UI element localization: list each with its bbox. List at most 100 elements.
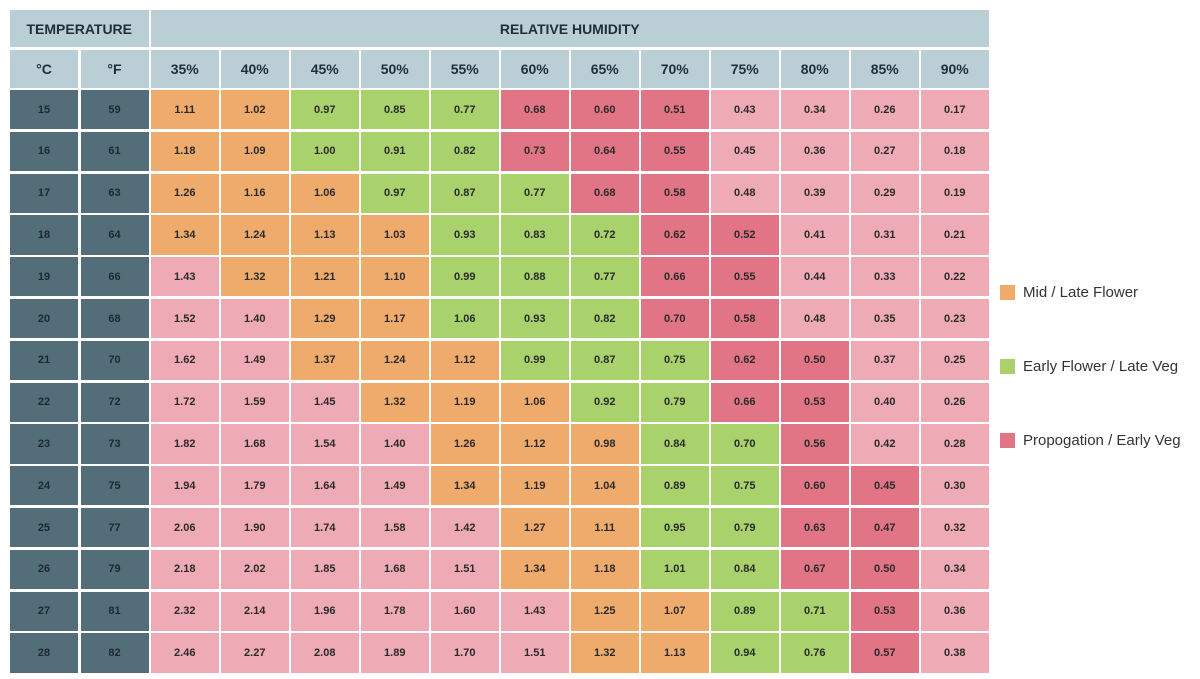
vpd-cell: 1.00 bbox=[291, 131, 359, 172]
celsius-cell: 21 bbox=[10, 340, 78, 381]
celsius-header: °C bbox=[10, 49, 78, 88]
vpd-cell: 1.32 bbox=[571, 633, 639, 673]
fahrenheit-cell: 68 bbox=[80, 298, 149, 339]
celsius-cell: 24 bbox=[10, 466, 78, 506]
vpd-cell: 1.64 bbox=[291, 466, 359, 506]
vpd-cell: 1.21 bbox=[291, 257, 359, 297]
vpd-cell: 0.38 bbox=[921, 633, 989, 673]
vpd-cell: 1.06 bbox=[501, 382, 569, 422]
vpd-cell: 1.29 bbox=[291, 298, 359, 339]
legend-item: Early Flower / Late Veg bbox=[1000, 356, 1181, 376]
humidity-column-header: 90% bbox=[921, 49, 989, 88]
celsius-cell: 22 bbox=[10, 382, 78, 422]
vpd-cell: 1.19 bbox=[431, 382, 499, 422]
vpd-cell: 0.94 bbox=[711, 633, 779, 673]
vpd-cell: 2.18 bbox=[151, 549, 219, 590]
vpd-cell: 0.32 bbox=[921, 507, 989, 548]
vpd-cell: 1.06 bbox=[431, 298, 499, 339]
vpd-cell: 1.13 bbox=[641, 633, 709, 673]
humidity-column-header: 35% bbox=[151, 49, 219, 88]
vpd-cell: 0.27 bbox=[851, 131, 919, 172]
vpd-cell: 1.34 bbox=[501, 549, 569, 590]
vpd-cell: 0.50 bbox=[851, 549, 919, 590]
fahrenheit-cell: 63 bbox=[80, 173, 149, 213]
vpd-cell: 0.99 bbox=[431, 257, 499, 297]
vpd-cell: 1.32 bbox=[221, 257, 289, 297]
vpd-cell: 0.42 bbox=[851, 424, 919, 464]
celsius-cell: 25 bbox=[10, 507, 78, 548]
celsius-cell: 23 bbox=[10, 424, 78, 464]
vpd-cell: 0.62 bbox=[711, 340, 779, 381]
vpd-cell: 1.10 bbox=[361, 257, 429, 297]
vpd-cell: 0.18 bbox=[921, 131, 989, 172]
legend-swatch bbox=[1000, 284, 1015, 300]
vpd-cell: 1.04 bbox=[571, 466, 639, 506]
humidity-column-header: 80% bbox=[781, 49, 849, 88]
humidity-column-header: 50% bbox=[361, 49, 429, 88]
vpd-cell: 0.58 bbox=[711, 298, 779, 339]
vpd-cell: 0.58 bbox=[641, 173, 709, 213]
legend-swatch bbox=[1000, 432, 1015, 448]
vpd-cell: 0.63 bbox=[781, 507, 849, 548]
vpd-cell: 0.29 bbox=[851, 173, 919, 213]
vpd-cell: 1.51 bbox=[501, 633, 569, 673]
vpd-cell: 1.12 bbox=[431, 340, 499, 381]
celsius-cell: 28 bbox=[10, 633, 78, 673]
vpd-cell: 0.19 bbox=[921, 173, 989, 213]
vpd-cell: 0.97 bbox=[361, 173, 429, 213]
vpd-cell: 0.47 bbox=[851, 507, 919, 548]
vpd-cell: 0.52 bbox=[711, 215, 779, 255]
legend-swatch bbox=[1000, 358, 1015, 374]
vpd-cell: 0.66 bbox=[711, 382, 779, 422]
vpd-cell: 0.34 bbox=[781, 90, 849, 130]
vpd-cell: 1.45 bbox=[291, 382, 359, 422]
vpd-cell: 0.44 bbox=[781, 257, 849, 297]
vpd-cell: 1.26 bbox=[431, 424, 499, 464]
vpd-cell: 0.50 bbox=[781, 340, 849, 381]
vpd-cell: 0.45 bbox=[851, 466, 919, 506]
vpd-cell: 0.83 bbox=[501, 215, 569, 255]
vpd-cell: 1.06 bbox=[291, 173, 359, 213]
vpd-cell: 0.98 bbox=[571, 424, 639, 464]
legend: Mid / Late Flower Early Flower / Late Veg… bbox=[1000, 282, 1181, 504]
vpd-cell: 1.59 bbox=[221, 382, 289, 422]
vpd-cell: 0.35 bbox=[851, 298, 919, 339]
celsius-cell: 16 bbox=[10, 131, 78, 172]
vpd-cell: 1.24 bbox=[221, 215, 289, 255]
vpd-cell: 1.49 bbox=[221, 340, 289, 381]
vpd-cell: 0.26 bbox=[851, 90, 919, 130]
fahrenheit-cell: 61 bbox=[80, 131, 149, 172]
vpd-cell: 1.18 bbox=[151, 131, 219, 172]
vpd-cell: 0.77 bbox=[501, 173, 569, 213]
vpd-cell: 0.39 bbox=[781, 173, 849, 213]
vpd-cell: 1.12 bbox=[501, 424, 569, 464]
vpd-cell: 0.84 bbox=[711, 549, 779, 590]
vpd-cell: 0.93 bbox=[501, 298, 569, 339]
humidity-column-header: 70% bbox=[641, 49, 709, 88]
vpd-cell: 0.89 bbox=[641, 466, 709, 506]
vpd-cell: 0.56 bbox=[781, 424, 849, 464]
vpd-cell: 0.70 bbox=[641, 298, 709, 339]
celsius-cell: 19 bbox=[10, 257, 78, 297]
vpd-cell: 0.25 bbox=[921, 340, 989, 381]
vpd-cell: 0.87 bbox=[431, 173, 499, 213]
fahrenheit-header: °F bbox=[80, 49, 149, 88]
vpd-cell: 0.72 bbox=[571, 215, 639, 255]
vpd-cell: 0.48 bbox=[781, 298, 849, 339]
legend-label: Early Flower / Late Veg bbox=[1023, 357, 1179, 375]
vpd-cell: 2.14 bbox=[221, 591, 289, 631]
vpd-cell: 0.76 bbox=[781, 633, 849, 673]
humidity-column-header: 60% bbox=[501, 49, 569, 88]
vpd-cell: 0.36 bbox=[921, 591, 989, 631]
fahrenheit-cell: 82 bbox=[80, 633, 149, 673]
vpd-cell: 0.68 bbox=[501, 90, 569, 130]
vpd-cell: 1.32 bbox=[361, 382, 429, 422]
vpd-cell: 0.99 bbox=[501, 340, 569, 381]
vpd-cell: 1.68 bbox=[361, 549, 429, 590]
vpd-cell: 0.60 bbox=[781, 466, 849, 506]
vpd-cell: 1.24 bbox=[361, 340, 429, 381]
fahrenheit-cell: 64 bbox=[80, 215, 149, 255]
vpd-cell: 1.85 bbox=[291, 549, 359, 590]
vpd-cell: 0.68 bbox=[571, 173, 639, 213]
vpd-cell: 0.77 bbox=[571, 257, 639, 297]
